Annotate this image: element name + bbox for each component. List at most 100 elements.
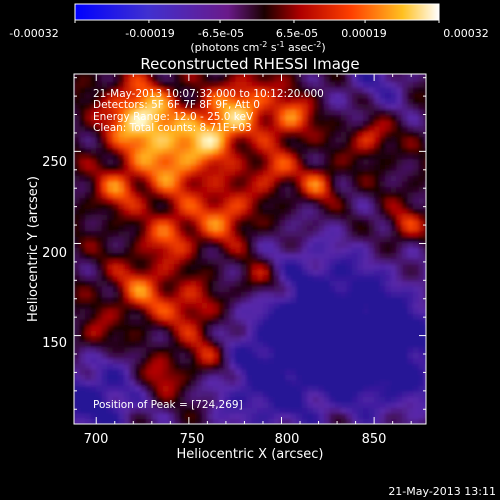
heatmap-cell	[307, 180, 314, 187]
heatmap-cell	[407, 374, 414, 381]
heatmap-cell	[251, 352, 259, 359]
heatmap-cell	[418, 412, 425, 420]
heatmap-cell	[229, 330, 236, 337]
heatmap-cell	[312, 120, 320, 127]
heatmap-cell	[312, 75, 320, 82]
heatmap-cell	[207, 147, 214, 154]
heatmap-cell	[190, 230, 197, 237]
heatmap-cell	[418, 147, 425, 154]
heatmap-cell	[218, 125, 225, 132]
heatmap-cell	[168, 247, 175, 254]
heatmap-cell	[368, 230, 375, 237]
heatmap-cell	[90, 368, 97, 375]
heatmap-cell	[101, 401, 108, 409]
heatmap-cell	[112, 307, 120, 315]
heatmap-cell	[174, 313, 181, 320]
heatmap-cell	[329, 191, 336, 199]
heatmap-cell	[168, 169, 175, 176]
heatmap-cell	[301, 302, 309, 309]
heatmap-cell	[257, 86, 264, 94]
heatmap-cell	[240, 307, 247, 315]
heatmap-cell	[262, 379, 270, 386]
heatmap-cell	[396, 324, 403, 331]
heatmap-cell	[329, 120, 336, 127]
heatmap-cell	[351, 142, 359, 149]
heatmap-cell	[218, 136, 225, 143]
heatmap-cell	[246, 341, 253, 348]
heatmap-cell	[351, 114, 359, 121]
heatmap-cell	[207, 313, 214, 320]
heatmap-cell	[190, 92, 197, 99]
heatmap-cell	[151, 109, 158, 116]
heatmap-cell	[101, 97, 108, 105]
heatmap-cell	[212, 330, 220, 337]
heatmap-cell	[401, 75, 409, 82]
heatmap-cell	[407, 247, 414, 254]
heatmap-cell	[296, 219, 303, 226]
heatmap-cell	[151, 307, 158, 315]
heatmap-cell	[301, 86, 309, 94]
heatmap-cell	[218, 131, 225, 138]
heatmap-cell	[307, 319, 314, 326]
heatmap-cell	[285, 379, 292, 386]
heatmap-cell	[118, 291, 125, 298]
heatmap-cell	[285, 142, 292, 149]
heatmap-cell	[174, 97, 181, 105]
heatmap-cell	[224, 180, 231, 187]
heatmap-cell	[212, 296, 220, 304]
heatmap-cell	[318, 241, 325, 248]
heatmap-cell	[374, 92, 381, 99]
heatmap-cell	[118, 125, 125, 132]
heatmap-cell	[118, 302, 125, 309]
heatmap-cell	[107, 191, 114, 199]
heatmap-cell	[107, 396, 114, 403]
heatmap-cell	[101, 180, 108, 187]
heatmap-cell	[407, 186, 414, 193]
heatmap-cell	[185, 109, 192, 116]
heatmap-cell	[357, 363, 364, 370]
heatmap-cell	[240, 335, 247, 342]
heatmap-cell	[135, 269, 142, 276]
heatmap-cell	[168, 418, 175, 424]
heatmap-cell	[118, 374, 125, 381]
heatmap-cell	[268, 335, 275, 342]
heatmap-cell	[140, 158, 147, 165]
heatmap-cell	[85, 75, 92, 82]
heatmap-cell	[413, 92, 420, 99]
heatmap-cell	[396, 131, 403, 138]
heatmap-cell	[301, 341, 309, 348]
heatmap-cell	[185, 236, 192, 243]
heatmap-cell	[124, 396, 131, 403]
heatmap-cell	[140, 302, 147, 309]
heatmap-cell	[229, 302, 236, 309]
heatmap-cell	[318, 153, 325, 160]
heatmap-cell	[129, 401, 136, 409]
heatmap-cell	[357, 109, 364, 116]
heatmap-cell	[340, 120, 347, 127]
heatmap-cell	[290, 125, 297, 132]
heatmap-cell	[135, 180, 142, 187]
heatmap-cell	[179, 407, 186, 414]
heatmap-cell	[224, 352, 231, 359]
heatmap-cell	[340, 396, 347, 403]
heatmap-cell	[146, 131, 153, 138]
heatmap-cell	[301, 225, 309, 232]
heatmap-cell	[307, 285, 314, 292]
heatmap-cell	[151, 357, 158, 364]
heatmap-cell	[235, 191, 242, 199]
heatmap-cell	[246, 191, 253, 199]
heatmap-cell	[218, 197, 225, 204]
heatmap-cell	[329, 291, 336, 298]
heatmap-cell	[207, 385, 214, 392]
chart-title: Reconstructed RHESSI Image	[140, 55, 359, 73]
heatmap-cell	[229, 75, 236, 82]
heatmap-cell	[207, 74, 214, 77]
heatmap-cell	[246, 269, 253, 276]
heatmap-cell	[340, 379, 347, 386]
heatmap-cell	[107, 136, 114, 143]
heatmap-cell	[151, 103, 158, 110]
heatmap-cell	[301, 114, 309, 121]
heatmap-cell	[124, 269, 131, 276]
heatmap-cell	[418, 219, 425, 226]
heatmap-cell	[296, 153, 303, 160]
